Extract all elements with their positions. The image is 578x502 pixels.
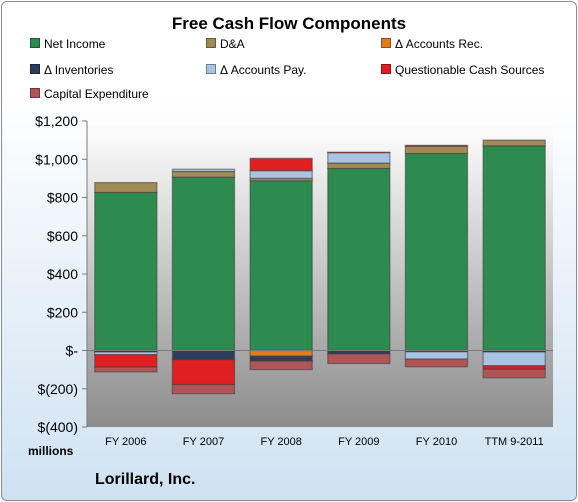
legend-label: Net Income [44, 37, 106, 51]
y-tick-label: $800 [47, 190, 78, 206]
bar-segment [327, 151, 391, 154]
legend-label: Δ Inventories [44, 63, 114, 77]
bar-segment [327, 152, 391, 164]
bar-segment [327, 167, 391, 352]
bar-segment [482, 351, 546, 367]
bar-segment [94, 354, 158, 368]
y-tick-label: $1,200 [35, 113, 78, 129]
y-tick-label: $400 [47, 266, 78, 282]
bar-segment [171, 168, 236, 173]
legend-item: D&A [206, 37, 245, 51]
legend-item: Questionable Cash Sources [381, 63, 544, 77]
x-tick-label: FY 2009 [338, 436, 379, 448]
y-tick-label: $1,000 [35, 151, 78, 167]
bar-segment [482, 139, 546, 147]
legend-swatch [206, 64, 216, 74]
bar-segment [171, 176, 236, 352]
bar-segment [171, 350, 236, 361]
bar-segment [94, 182, 158, 194]
bar-segment [249, 180, 313, 352]
x-tick-label: FY 2008 [260, 436, 301, 448]
legend-label: Questionable Cash Sources [395, 63, 545, 77]
legend-swatch [30, 64, 40, 74]
legend-label: Δ Accounts Rec. [395, 37, 484, 51]
y-tick-label: $600 [47, 228, 78, 244]
legend-item: Capital Expenditure [30, 87, 149, 101]
bar-segment [404, 152, 469, 352]
legend-item: Net Income [30, 37, 105, 51]
units-label: millions [28, 444, 74, 458]
bar-segment [482, 368, 546, 379]
bar-segment [404, 358, 469, 368]
bar-segment [171, 170, 236, 178]
bar-segment [171, 383, 236, 395]
bar-segment [249, 157, 313, 172]
bar-segment [404, 145, 469, 155]
bar-segment [249, 349, 313, 357]
bar-segment [94, 191, 158, 352]
bar-segment [482, 145, 546, 352]
bar-segment [404, 144, 469, 147]
legend-item: Δ Accounts Rec. [381, 37, 483, 51]
bar-segment [249, 355, 313, 362]
chart-legend: Net Income D&A Δ Accounts Rec. Δ Inventorie… [0, 0, 578, 110]
y-tick-label: $- [66, 343, 79, 359]
y-tick-label: $(200) [38, 381, 78, 397]
bar-segment [171, 359, 236, 386]
legend-item: Δ Inventories [30, 63, 113, 77]
legend-swatch [381, 38, 391, 48]
x-tick-label: TTM 9-2011 [485, 436, 544, 448]
bar-segment [404, 351, 469, 360]
x-tick-label: FY 2007 [183, 436, 224, 448]
legend-label: Δ Accounts Pay. [220, 63, 307, 77]
y-tick-label: $(400) [38, 419, 78, 435]
legend-swatch [381, 64, 391, 74]
y-tick-label: $200 [47, 304, 78, 320]
plot-area [87, 121, 553, 427]
company-name: Lorillard, Inc. [95, 471, 196, 488]
bar-segment [249, 360, 313, 371]
bar-segment [249, 170, 313, 179]
legend-swatch [30, 38, 40, 48]
legend-label: Capital Expenditure [44, 87, 149, 101]
legend-item: Δ Accounts Pay. [206, 63, 307, 77]
x-tick-label: FY 2006 [105, 436, 146, 448]
bar-segment [327, 162, 391, 170]
x-tick-label: FY 2010 [416, 436, 457, 448]
bar-segment [327, 353, 391, 365]
legend-label: D&A [220, 37, 245, 51]
legend-swatch [30, 88, 40, 98]
legend-swatch [206, 38, 216, 48]
chart-title: Free Cash Flow Components [171, 14, 407, 33]
bar-segment [94, 366, 158, 373]
